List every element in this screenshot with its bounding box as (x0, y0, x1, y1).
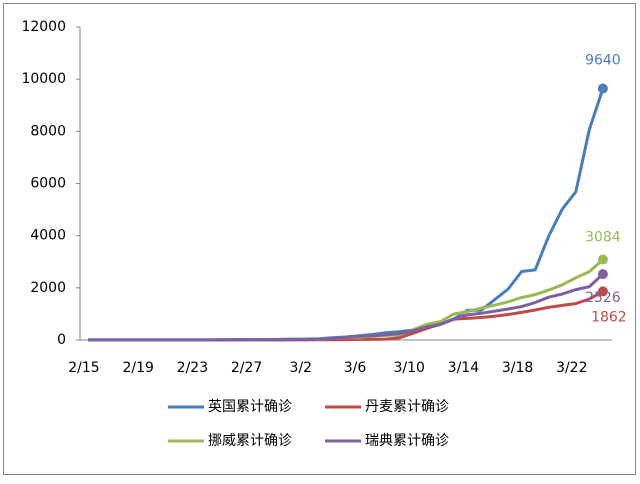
x-tick-label: 3/22 (556, 360, 587, 376)
x-tick-label: 2/23 (177, 360, 208, 376)
x-tick-label: 2/27 (231, 360, 262, 376)
end-marker (597, 286, 608, 297)
chart-border (3, 3, 636, 475)
x-tick-label: 3/2 (290, 360, 313, 376)
series-line (88, 272, 604, 342)
legend-label: 英国累计确诊 (208, 398, 292, 415)
end-marker (597, 83, 608, 94)
legend-label: 挪威累计确诊 (208, 433, 292, 449)
x-tick-label: 3/18 (502, 360, 533, 376)
y-tick-label: 6000 (30, 176, 66, 192)
y-tick-label: 0 (57, 332, 66, 348)
x-tick-label: 3/14 (448, 360, 480, 376)
end-label: 2526 (585, 290, 621, 306)
y-tick-label: 10000 (21, 71, 66, 87)
legend-label: 瑞典累计确诊 (365, 433, 449, 449)
end-label: 9640 (585, 53, 621, 69)
y-tick-label: 4000 (30, 228, 66, 244)
x-tick-label: 2/19 (122, 360, 153, 376)
x-tick-label: 3/10 (393, 360, 424, 376)
x-tick-label: 3/6 (344, 360, 367, 376)
legend-label: 丹麦累计确诊 (365, 399, 449, 415)
y-tick-label: 8000 (30, 123, 66, 139)
y-tick-label: 12000 (21, 19, 66, 35)
y-tick-label: 2000 (30, 280, 66, 296)
end-label: 1862 (591, 309, 627, 325)
end-marker (597, 269, 608, 280)
x-tick-label: 2/15 (68, 360, 99, 376)
end-label: 3084 (585, 230, 621, 246)
end-marker (597, 254, 608, 265)
